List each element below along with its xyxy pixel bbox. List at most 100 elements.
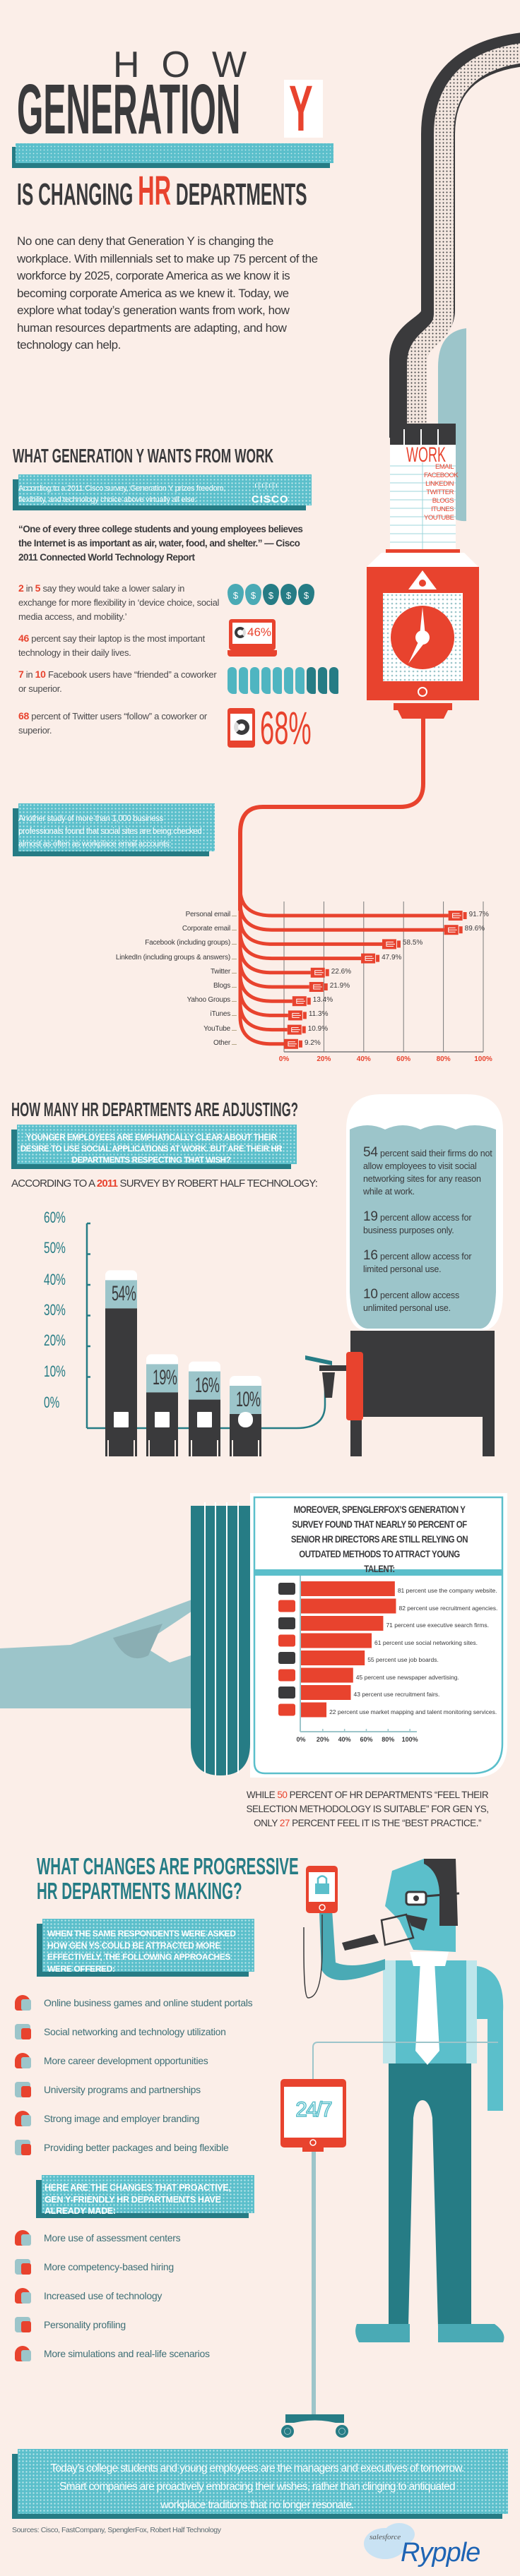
value-label: 13.4% [312,996,333,1005]
intro-paragraph: No one can deny that Generation Y is cha… [17,234,318,352]
bar [301,1702,327,1718]
x-tick-label: 40% [338,1736,351,1743]
watering-can-icon [13,2051,35,2071]
y-tick-label: 60% [44,1209,66,1226]
bar [189,1399,220,1456]
study-info-box: Another study of more than 1,000 busines… [13,803,215,856]
bar-cable [238,904,311,975]
work-tower-title: WORK [406,443,446,467]
money-bag-icon: $ [228,584,244,605]
clock-device-illustration [367,567,479,719]
bar [301,1581,395,1596]
rypple-logo[interactable]: Rypple [401,2538,480,2568]
label-tick [232,1001,237,1002]
x-tick-label: 20% [317,1055,331,1063]
usb-symbol-icon [314,970,324,976]
title-how: HOW [113,44,269,85]
policy-stats-bubble: 54 percent said their firms do not allow… [363,1146,494,1327]
bar-cable [238,904,288,1032]
category-label: Corporate email [182,925,230,933]
usb-plug-icon [382,939,396,949]
hand-icon [318,667,327,694]
tablet-percent-row: 68% [260,705,353,751]
x-tick-label: 60% [360,1736,373,1743]
usb-plug-tip [298,1040,302,1048]
stat-number: 2 [18,582,24,594]
policy-stat-number: 10 [363,1287,378,1302]
head-lightbulb-icon [13,2257,35,2277]
cisco-quote: “One of every three college students and… [18,524,303,563]
bar-label: 82 percent use recruitment agencies. [398,1604,498,1612]
stat-connector: in [23,583,35,594]
policy-stat-number: 54 [363,1145,378,1160]
tablet-percent: 68% [260,702,312,754]
icon-accent [21,2263,31,2275]
usb-plug-icon [444,925,459,935]
icon-accent [21,2292,31,2304]
hand-icon [228,667,237,694]
label-tick [232,972,237,974]
hand-icon [307,667,316,694]
hand-icon [273,667,282,694]
work-tower-list: EMAIL FACEBOOK LINKEDIN TWITTER BLOGS ITUNES Y… [424,463,459,522]
category-label: Yahoo Groups [187,996,231,1005]
work-tower-item: BLOGS [432,497,454,505]
category-label: YouTube [203,1024,230,1033]
usb-plug-tip [376,954,380,962]
hand-icon [250,667,259,694]
section2-heading-row: HOW MANY HR DEPARTMENTS ARE ADJUSTING? [11,1098,490,1121]
label-tick [232,1015,237,1017]
monitor-globe-icon [278,1583,295,1595]
x-tick-label: 60% [396,1055,411,1063]
x-tick-label: 100% [401,1736,418,1743]
list-item: Providing better packages and being flex… [13,2137,229,2158]
usb-plug-tip [459,926,463,934]
cisco-box-text: According to a 2011 Cisco survey, Genera… [18,484,226,504]
usb-plug-icon [448,911,463,921]
section2-heading: HOW MANY HR DEPARTMENTS ARE ADJUSTING? [11,1098,299,1120]
policy-stat: 16 percent allow access for limited pers… [363,1248,494,1276]
policy-stat-number: 16 [363,1248,378,1263]
policy-stat: 19 percent allow access for business pur… [363,1210,494,1237]
salesforce-logo-text: salesforce [370,2533,401,2541]
list-item-text: More career development opportunities [44,2055,208,2066]
value-label: 58.5% [402,939,423,947]
flag-icon [278,1687,295,1699]
donut-68-icon [234,719,249,735]
closing-box: Today’s college students and young emplo… [12,2449,508,2519]
laptop-screen: 46% [232,623,272,644]
title-subtitle: IS CHANGING HR DEPARTMENTS [17,171,520,212]
section1-heading: WHAT GENERATION Y WANTS FROM WORK [13,445,274,467]
list-item-text: More use of assessment centers [44,2232,181,2243]
usb-plug-tip [302,1012,307,1019]
bar-label: 71 percent use executive search firms. [386,1622,489,1629]
policy-stat: 54 percent said their firms do not allow… [363,1146,494,1198]
usb-plug-tip [302,1026,306,1034]
usb-plug-tip [325,969,329,976]
list-item: More use of assessment centers [13,2227,181,2248]
list-item: More simulations and real-life scenarios [13,2343,210,2364]
x-tick-label: 80% [436,1055,451,1063]
bar [301,1667,353,1683]
study-box-text: Another study of more than 1,000 busines… [18,815,202,849]
usb-plug-tip [324,983,328,990]
changes-box: HERE ARE THE CHANGES THAT PROACTIVE, GEN… [36,2175,254,2218]
usb-symbol-icon [292,1012,301,1018]
note-number: 50 [277,1790,288,1800]
policy-stat-text: percent allow access unlimited personal … [363,1290,460,1313]
list-item-text: Increased use of technology [44,2290,162,2301]
y-tick-label: 20% [44,1331,66,1349]
icon-accent [21,1999,31,2011]
bar [301,1598,396,1614]
x-tick-label: 20% [316,1736,329,1743]
anvil-icon [13,2109,35,2128]
mouse-icon [13,2286,35,2306]
bar-label: 22 percent use market mapping and talent… [329,1708,497,1715]
bar [301,1633,372,1648]
category-label: Personal email [185,911,231,918]
hand-icon [329,667,338,694]
attribution-year: 2011 [96,1178,118,1190]
list-item: Increased use of technology [13,2285,162,2306]
bar-cable [238,888,449,918]
icon-accent [21,2086,31,2097]
